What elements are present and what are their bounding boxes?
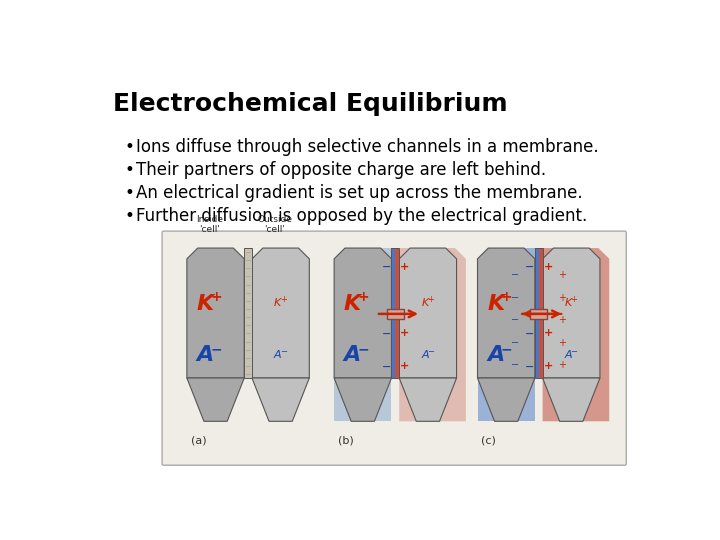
Text: +: + <box>400 328 409 339</box>
Text: Ions diffuse through selective channels in a membrane.: Ions diffuse through selective channels … <box>137 138 599 156</box>
Text: A: A <box>344 346 361 366</box>
Text: −: − <box>511 270 520 280</box>
Text: −: − <box>525 361 534 372</box>
Polygon shape <box>477 248 535 421</box>
Text: Outside
'cell': Outside 'cell' <box>258 215 292 234</box>
Text: Further diffusion is opposed by the electrical gradient.: Further diffusion is opposed by the elec… <box>137 207 588 225</box>
Text: K: K <box>274 299 282 308</box>
Polygon shape <box>252 248 310 378</box>
Text: +: + <box>400 262 409 272</box>
Polygon shape <box>187 248 244 378</box>
Text: •: • <box>125 184 135 202</box>
Text: A: A <box>487 346 505 366</box>
Polygon shape <box>387 308 404 319</box>
Text: K: K <box>421 299 428 308</box>
Polygon shape <box>334 248 392 378</box>
Polygon shape <box>392 248 395 378</box>
Text: +: + <box>280 295 287 304</box>
Polygon shape <box>399 248 456 378</box>
Polygon shape <box>252 378 310 421</box>
Text: +: + <box>358 291 369 305</box>
Text: −: − <box>279 347 287 356</box>
Text: •: • <box>125 138 135 156</box>
Text: (a): (a) <box>191 435 207 445</box>
Text: +: + <box>558 360 566 370</box>
Text: +: + <box>570 295 577 304</box>
Polygon shape <box>543 248 609 421</box>
Text: +: + <box>400 361 409 372</box>
Text: A: A <box>564 350 572 361</box>
Text: K: K <box>487 294 505 314</box>
Polygon shape <box>477 248 535 378</box>
Text: −: − <box>525 262 534 272</box>
Text: K: K <box>564 299 572 308</box>
Text: +: + <box>558 338 566 348</box>
Text: +: + <box>544 361 553 372</box>
FancyBboxPatch shape <box>162 231 626 465</box>
Polygon shape <box>399 378 456 421</box>
Text: K: K <box>197 294 214 314</box>
Text: +: + <box>501 291 513 305</box>
Polygon shape <box>530 308 547 319</box>
Polygon shape <box>535 248 539 378</box>
Text: +: + <box>558 315 566 325</box>
Text: −: − <box>501 342 513 356</box>
Polygon shape <box>543 248 600 378</box>
Text: A: A <box>274 350 282 361</box>
Text: (b): (b) <box>338 435 354 445</box>
Text: −: − <box>511 315 520 325</box>
Text: A: A <box>421 350 429 361</box>
Polygon shape <box>244 248 252 378</box>
Text: Electrochemical Equilibrium: Electrochemical Equilibrium <box>113 92 508 116</box>
Text: +: + <box>544 328 553 339</box>
Text: −: − <box>427 347 434 356</box>
Polygon shape <box>395 248 399 378</box>
Polygon shape <box>477 378 535 421</box>
Text: +: + <box>427 295 434 304</box>
Text: A: A <box>197 346 214 366</box>
Text: Their partners of opposite charge are left behind.: Their partners of opposite charge are le… <box>137 161 546 179</box>
Text: −: − <box>511 338 520 348</box>
Text: −: − <box>210 342 222 356</box>
Text: −: − <box>358 342 369 356</box>
Polygon shape <box>334 378 392 421</box>
Text: −: − <box>382 361 391 372</box>
Text: +: + <box>210 291 222 305</box>
Text: Inside
'cell': Inside 'cell' <box>197 215 223 234</box>
Polygon shape <box>187 378 244 421</box>
Text: −: − <box>382 328 391 339</box>
Text: +: + <box>558 270 566 280</box>
Text: •: • <box>125 161 135 179</box>
Text: An electrical gradient is set up across the membrane.: An electrical gradient is set up across … <box>137 184 583 202</box>
Text: (c): (c) <box>482 435 496 445</box>
Polygon shape <box>399 248 466 421</box>
Text: +: + <box>544 262 553 272</box>
Text: K: K <box>344 294 361 314</box>
Text: −: − <box>382 262 391 272</box>
Text: −: − <box>511 360 520 370</box>
Text: +: + <box>558 293 566 302</box>
Polygon shape <box>543 378 600 421</box>
Text: −: − <box>511 293 520 302</box>
Text: −: − <box>525 328 534 339</box>
Text: −: − <box>570 347 577 356</box>
Text: •: • <box>125 207 135 225</box>
Polygon shape <box>539 248 543 378</box>
Polygon shape <box>334 248 392 421</box>
